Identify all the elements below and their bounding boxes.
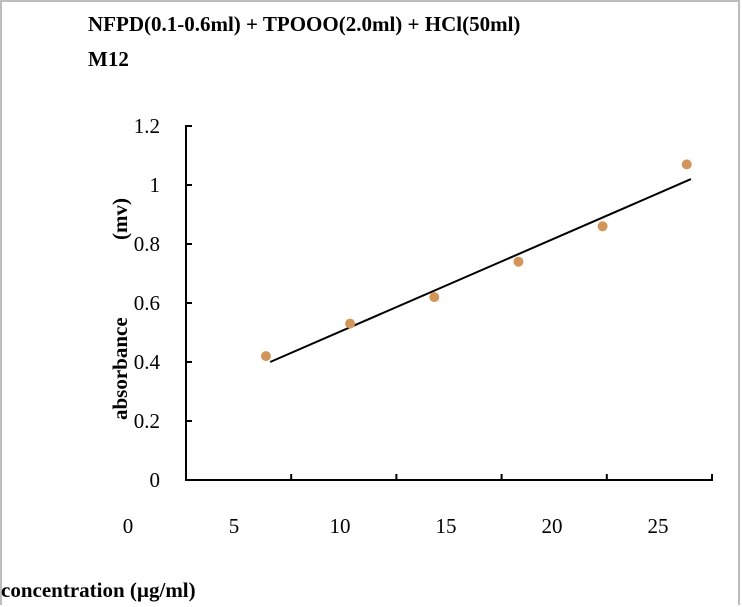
y-axis-label-group: absorbance (mv): [108, 198, 132, 420]
x-tick-label: 15: [436, 514, 457, 538]
axes: [185, 126, 712, 481]
y-axis-unit: (mv): [108, 198, 132, 240]
chart-title: NFPD(0.1-0.6ml) + TPOOO(2.0ml) + HCl(50m…: [88, 12, 521, 36]
y-axis-label: absorbance: [108, 317, 132, 420]
y-tick-label: 1.2: [134, 114, 160, 138]
data-point: [681, 159, 692, 170]
y-tick-label: 0: [150, 468, 161, 492]
data-point: [260, 351, 271, 362]
x-tick-label: 10: [330, 514, 351, 538]
data-point: [597, 221, 608, 232]
y-tick-label: 0.8: [134, 232, 160, 256]
y-tick-label: 1: [150, 173, 161, 197]
x-tick-label: 0: [123, 514, 134, 538]
chart-subtitle: M12: [88, 47, 129, 71]
trendline-group: [269, 178, 692, 363]
data-point: [429, 292, 440, 303]
data-point: [513, 256, 524, 267]
x-axis-label: concentration (µg/ml): [1, 578, 196, 602]
y-tick-label: 0.2: [134, 409, 160, 433]
data-point: [345, 318, 356, 329]
points-group: [260, 159, 692, 362]
y-tick-label: 0.4: [134, 350, 161, 374]
y-tick-label: 0.6: [134, 291, 160, 315]
x-tick-label: 20: [542, 514, 563, 538]
x-tick-label: 5: [229, 514, 240, 538]
x-tick-label: 25: [648, 514, 669, 538]
trendline: [269, 178, 692, 363]
ticks: 0 0.2 0.4 0.6 0.8 1 1.2 0 5 10 15 20 25: [123, 114, 713, 538]
